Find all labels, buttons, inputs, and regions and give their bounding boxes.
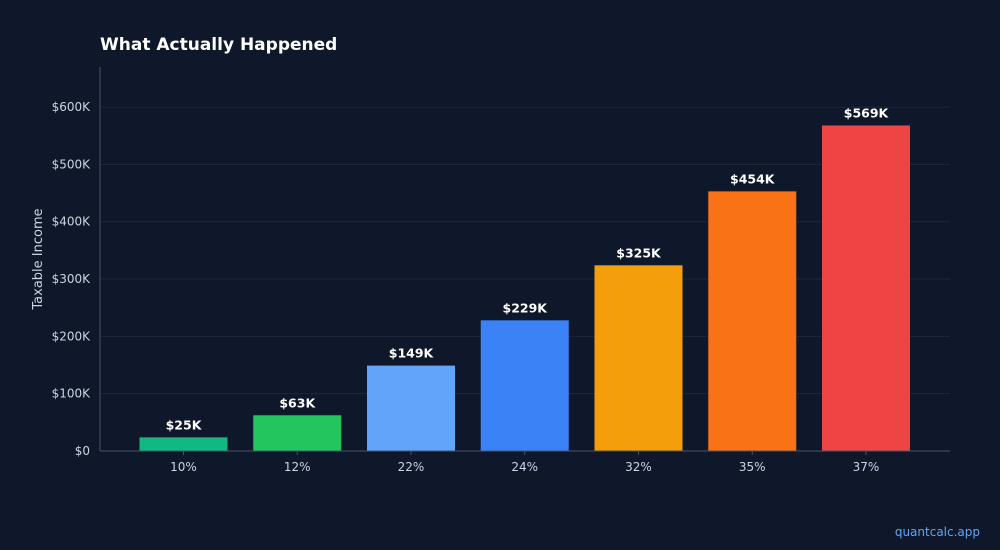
bar[interactable] (822, 125, 910, 451)
y-tick-label: $300K (52, 272, 92, 286)
x-tick-label: 12% (284, 460, 311, 474)
y-tick-label: $600K (52, 100, 92, 114)
x-tick-label: 37% (853, 460, 880, 474)
bar[interactable] (367, 365, 455, 451)
bar-value-label: $454K (730, 171, 776, 186)
y-tick-label: $100K (52, 387, 92, 401)
y-axis-label: Taxable Income (31, 208, 46, 310)
x-tick-label: 35% (739, 460, 766, 474)
bar[interactable] (480, 320, 569, 451)
bar-value-label: $229K (503, 300, 549, 315)
bar[interactable] (594, 265, 683, 451)
bar-value-label: $569K (844, 105, 890, 120)
grid-lines (100, 106, 950, 395)
y-tick-label: $500K (52, 157, 92, 171)
x-tick-label: 24% (511, 460, 538, 474)
bar-value-label: $63K (279, 395, 316, 410)
x-tick-label: 22% (398, 460, 425, 474)
bar-value-label: $149K (389, 346, 435, 361)
bar-value-label: $25K (166, 417, 203, 432)
watermark[interactable]: quantcalc.app (894, 525, 980, 539)
y-tick-label: $200K (52, 329, 92, 343)
bar[interactable] (253, 415, 342, 451)
x-tick-label: 10% (170, 460, 197, 474)
bars (139, 125, 910, 451)
bar[interactable] (708, 191, 797, 451)
x-tick-label: 32% (625, 460, 652, 474)
y-tick-label: $400K (52, 215, 92, 229)
bar-value-label: $325K (616, 245, 662, 260)
chart-title: What Actually Happened (100, 35, 337, 55)
y-tick-label: $0 (75, 444, 90, 458)
bar-labels: $25K $63K $149K $229K $325K $454K $569K (166, 105, 890, 432)
bar[interactable] (139, 437, 228, 451)
axes: $0 $100K $200K $300K $400K $500K $600K 10% 12% 22… (52, 67, 950, 474)
